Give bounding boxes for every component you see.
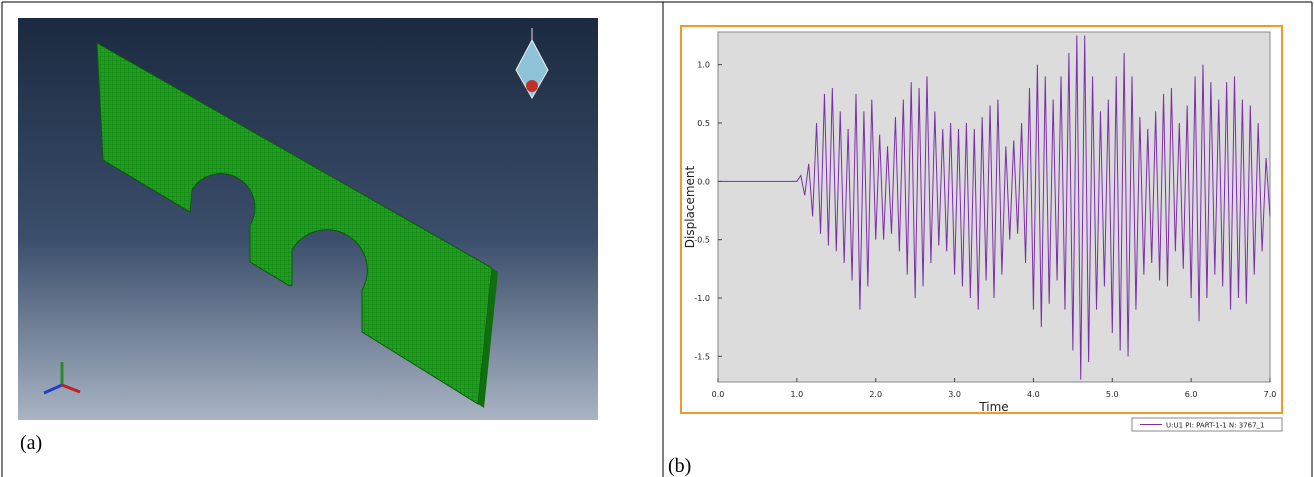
plate-edge — [478, 268, 498, 408]
x-tick-label: 0.0 — [712, 390, 725, 399]
mesh-plate — [96, 42, 493, 405]
x-tick-label: 2.0 — [869, 390, 882, 399]
x-tick-label: 1.0 — [790, 390, 803, 399]
y-tick-label: -1.5 — [694, 352, 710, 361]
y-tick-label: 1.0 — [697, 61, 710, 70]
panel-label: (b) — [668, 455, 691, 477]
x-tick-label: 3.0 — [948, 390, 961, 399]
y-tick-label: -0.5 — [694, 236, 710, 245]
data-line — [718, 35, 1271, 380]
y-tick-label: 0.0 — [697, 177, 710, 186]
y-tick-label: 0.5 — [697, 119, 710, 128]
y-axis-label: Displacement — [683, 165, 697, 248]
plot-area — [717, 31, 1271, 383]
y-tick-label: -1.0 — [694, 294, 710, 303]
axis-triad — [43, 362, 81, 395]
x-tick-label: 7.0 — [1264, 390, 1277, 399]
view-cube — [515, 28, 549, 100]
x-tick-label: 4.0 — [1027, 390, 1040, 399]
legend-label: U:U1 PI: PART-1-1 N: 3767_1 — [1166, 422, 1264, 430]
x-tick-label: 5.0 — [1106, 390, 1119, 399]
panel-label: (a) — [20, 432, 42, 454]
x-tick-label: 6.0 — [1185, 390, 1198, 399]
legend-box — [1131, 417, 1283, 432]
x-axis-label: Time — [978, 400, 1008, 414]
